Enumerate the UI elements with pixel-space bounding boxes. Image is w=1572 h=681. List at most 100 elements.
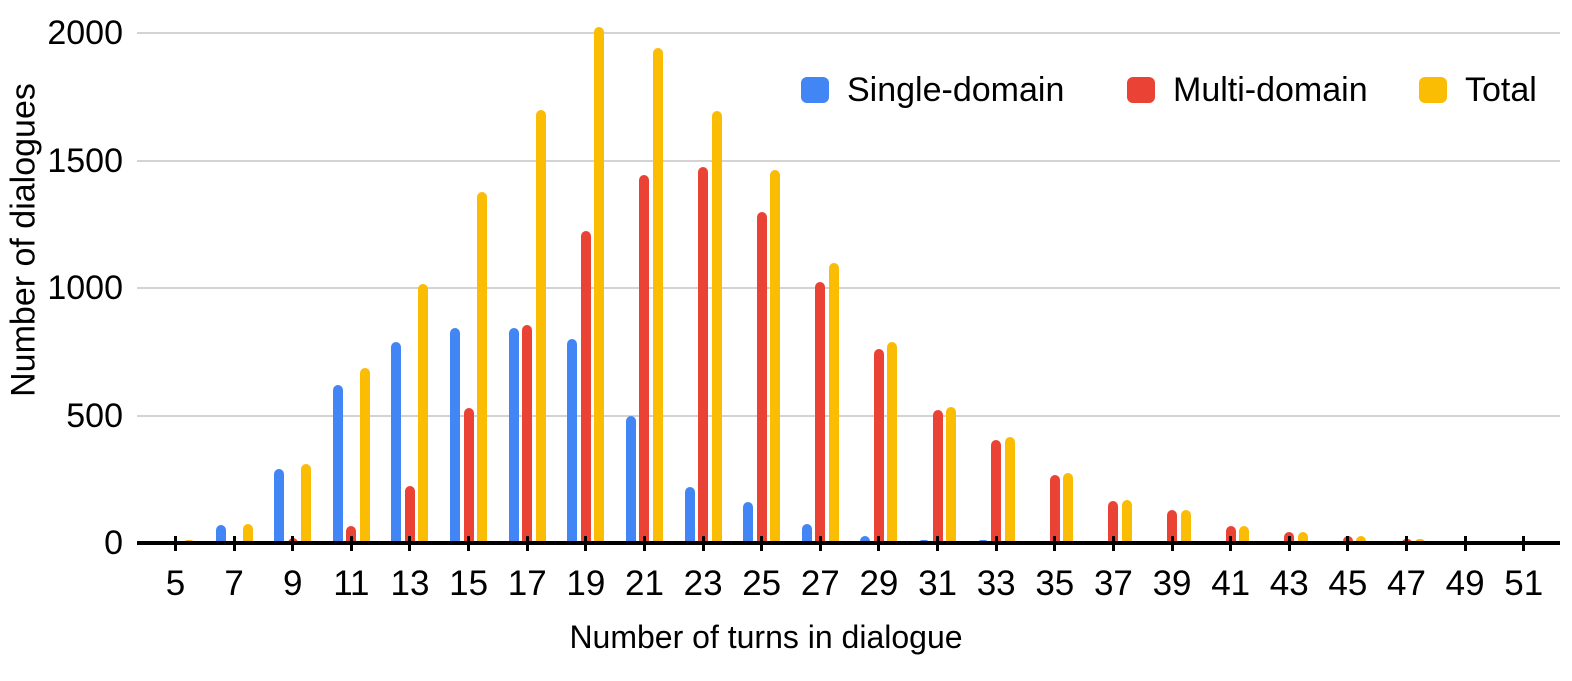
- legend-swatch-single-domain: [801, 77, 829, 103]
- bar-single-domain-11: [332, 384, 343, 543]
- bar-multi-domain-15: [463, 407, 474, 543]
- bar-single-domain-29: [860, 535, 871, 543]
- bar-multi-domain-29: [873, 349, 884, 543]
- legend-item-total: Total: [1419, 73, 1537, 107]
- gridline-1500: [137, 159, 1560, 162]
- bar-total-45: [1356, 535, 1367, 543]
- legend-label-single-domain: Single-domain: [847, 71, 1065, 109]
- bar-multi-domain-17: [522, 324, 533, 543]
- x-tick-29: [877, 536, 881, 551]
- x-tick-9: [291, 536, 295, 551]
- y-tick-label-2000: 2000: [47, 14, 123, 52]
- x-tick-label-5: 5: [165, 564, 186, 603]
- x-tick-51: [1522, 536, 1526, 551]
- x-tick-27: [818, 536, 822, 551]
- x-tick-19: [584, 536, 588, 551]
- bar-multi-domain-21: [639, 175, 650, 543]
- x-tick-41: [1229, 536, 1233, 551]
- bar-multi-domain-39: [1167, 510, 1178, 543]
- bar-single-domain-21: [625, 415, 636, 543]
- bar-total-39: [1180, 509, 1191, 543]
- x-tick-33: [994, 536, 998, 551]
- x-tick-label-9: 9: [283, 564, 303, 603]
- x-tick-45: [1346, 536, 1350, 551]
- x-tick-37: [1111, 536, 1115, 551]
- bar-single-domain-7: [215, 524, 226, 543]
- bar-total-11: [359, 368, 370, 543]
- x-tick-label-23: 23: [683, 564, 723, 603]
- x-tick-35: [1053, 536, 1057, 551]
- bar-total-9: [301, 464, 312, 543]
- x-axis-title: Number of turns in dialogue: [569, 619, 963, 655]
- legend-label-multi-domain: Multi-domain: [1173, 71, 1368, 109]
- x-tick-15: [467, 536, 471, 551]
- bar-total-25: [770, 170, 781, 543]
- x-tick-label-47: 47: [1387, 564, 1426, 603]
- bar-single-domain-25: [743, 501, 754, 543]
- x-tick-47: [1405, 536, 1409, 551]
- y-tick-label-0: 0: [104, 524, 123, 562]
- x-tick-label-19: 19: [566, 564, 606, 603]
- bar-total-7: [242, 524, 253, 543]
- bar-single-domain-13: [391, 341, 402, 543]
- bar-single-domain-15: [450, 327, 461, 543]
- bar-total-23: [711, 110, 722, 543]
- x-tick-label-31: 31: [918, 564, 958, 603]
- bar-total-41: [1239, 525, 1250, 543]
- bar-total-31: [946, 407, 957, 543]
- bar-multi-domain-35: [1049, 474, 1060, 543]
- gridline-2000: [137, 32, 1560, 34]
- x-tick-label-25: 25: [742, 564, 782, 603]
- bar-multi-domain-11: [346, 526, 357, 543]
- bar-total-27: [828, 262, 839, 543]
- x-tick-31: [936, 536, 940, 551]
- gridline-500: [137, 414, 1560, 417]
- x-tick-label-13: 13: [390, 564, 430, 603]
- y-axis-title: Number of dialogues: [4, 83, 43, 397]
- x-tick-label-11: 11: [333, 564, 370, 603]
- x-tick-label-39: 39: [1152, 564, 1192, 603]
- x-tick-5: [174, 536, 177, 551]
- bar-single-domain-23: [684, 486, 695, 543]
- x-tick-label-17: 17: [507, 564, 547, 603]
- x-tick-11: [349, 536, 353, 551]
- bar-multi-domain-25: [756, 211, 767, 543]
- bar-total-17: [535, 109, 546, 543]
- bar-single-domain-17: [508, 327, 519, 543]
- bar-total-33: [1004, 436, 1015, 543]
- x-axis-line: [137, 541, 1560, 545]
- y-tick-label-1500: 1500: [47, 141, 123, 180]
- x-tick-13: [408, 536, 412, 551]
- bar-multi-domain-19: [580, 230, 591, 543]
- legend-swatch-multi-domain: [1127, 77, 1155, 103]
- y-tick-label-500: 500: [66, 396, 123, 435]
- x-tick-49: [1463, 536, 1467, 551]
- x-tick-39: [1170, 536, 1174, 551]
- bar-total-29: [887, 342, 898, 543]
- x-tick-label-51: 51: [1504, 564, 1544, 603]
- x-tick-label-27: 27: [800, 564, 840, 603]
- bar-single-domain-19: [567, 339, 578, 543]
- bar-total-21: [652, 47, 663, 543]
- bar-multi-domain-33: [991, 439, 1002, 543]
- bar-multi-domain-13: [404, 485, 415, 543]
- x-tick-label-29: 29: [859, 564, 899, 603]
- bar-multi-domain-31: [932, 410, 943, 543]
- x-tick-label-43: 43: [1269, 564, 1309, 603]
- bar-multi-domain-41: [1225, 526, 1236, 543]
- x-tick-21: [642, 536, 646, 551]
- x-tick-label-45: 45: [1328, 564, 1368, 603]
- x-tick-label-37: 37: [1093, 564, 1133, 603]
- bar-total-37: [1121, 499, 1132, 543]
- x-tick-25: [760, 536, 764, 551]
- bar-total-15: [477, 192, 488, 543]
- x-tick-label-21: 21: [624, 564, 664, 603]
- bar-single-domain-27: [801, 524, 812, 543]
- gridline-1000: [137, 287, 1560, 289]
- bar-total-43: [1297, 531, 1308, 543]
- x-tick-17: [525, 536, 529, 551]
- bar-multi-domain-23: [698, 166, 709, 543]
- legend-swatch-total: [1419, 77, 1447, 103]
- x-tick-23: [701, 536, 705, 551]
